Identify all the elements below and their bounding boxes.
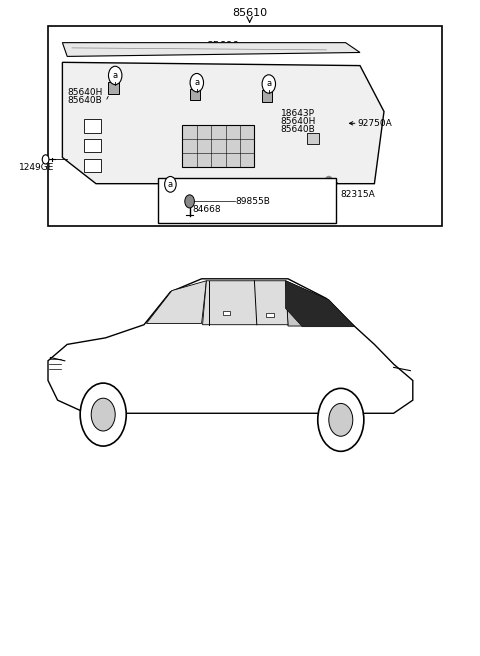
Text: 85640B: 85640B xyxy=(67,96,102,105)
Text: a: a xyxy=(168,180,173,189)
Circle shape xyxy=(165,176,176,192)
Bar xyxy=(223,311,230,315)
Polygon shape xyxy=(286,281,354,327)
Circle shape xyxy=(91,398,115,431)
Text: a: a xyxy=(266,79,271,89)
Bar xyxy=(84,139,101,152)
Circle shape xyxy=(108,66,122,85)
Bar xyxy=(182,125,254,167)
Polygon shape xyxy=(286,281,354,326)
Text: 1249GE: 1249GE xyxy=(19,163,55,172)
Text: 85640B: 85640B xyxy=(281,125,315,134)
Polygon shape xyxy=(62,43,360,56)
Bar xyxy=(307,133,319,144)
Text: a: a xyxy=(194,78,199,87)
Polygon shape xyxy=(48,279,413,413)
Circle shape xyxy=(329,403,353,436)
Bar xyxy=(48,26,442,226)
Polygon shape xyxy=(286,281,354,327)
Polygon shape xyxy=(203,281,288,325)
Polygon shape xyxy=(146,281,206,323)
Bar xyxy=(84,159,101,172)
Circle shape xyxy=(325,176,333,187)
Circle shape xyxy=(80,383,126,446)
Text: 82315A: 82315A xyxy=(341,190,375,199)
Text: 89855B: 89855B xyxy=(235,197,270,206)
Text: 18643P: 18643P xyxy=(281,109,315,118)
Circle shape xyxy=(190,73,204,92)
Bar xyxy=(262,90,272,102)
Circle shape xyxy=(318,388,364,451)
Text: 92750A: 92750A xyxy=(358,119,392,128)
Text: 85640H: 85640H xyxy=(67,88,103,97)
Text: a: a xyxy=(113,71,118,80)
Text: 85640H: 85640H xyxy=(281,117,316,126)
Circle shape xyxy=(185,195,194,208)
Bar xyxy=(158,178,336,223)
Text: 84668: 84668 xyxy=(192,205,221,215)
Bar xyxy=(84,119,101,133)
Circle shape xyxy=(262,75,276,93)
Text: 85690: 85690 xyxy=(207,41,240,51)
Bar xyxy=(190,89,200,100)
Text: 85610: 85610 xyxy=(232,9,267,18)
Bar xyxy=(108,82,119,94)
Polygon shape xyxy=(62,62,384,184)
Bar xyxy=(266,313,274,317)
Circle shape xyxy=(42,155,49,164)
